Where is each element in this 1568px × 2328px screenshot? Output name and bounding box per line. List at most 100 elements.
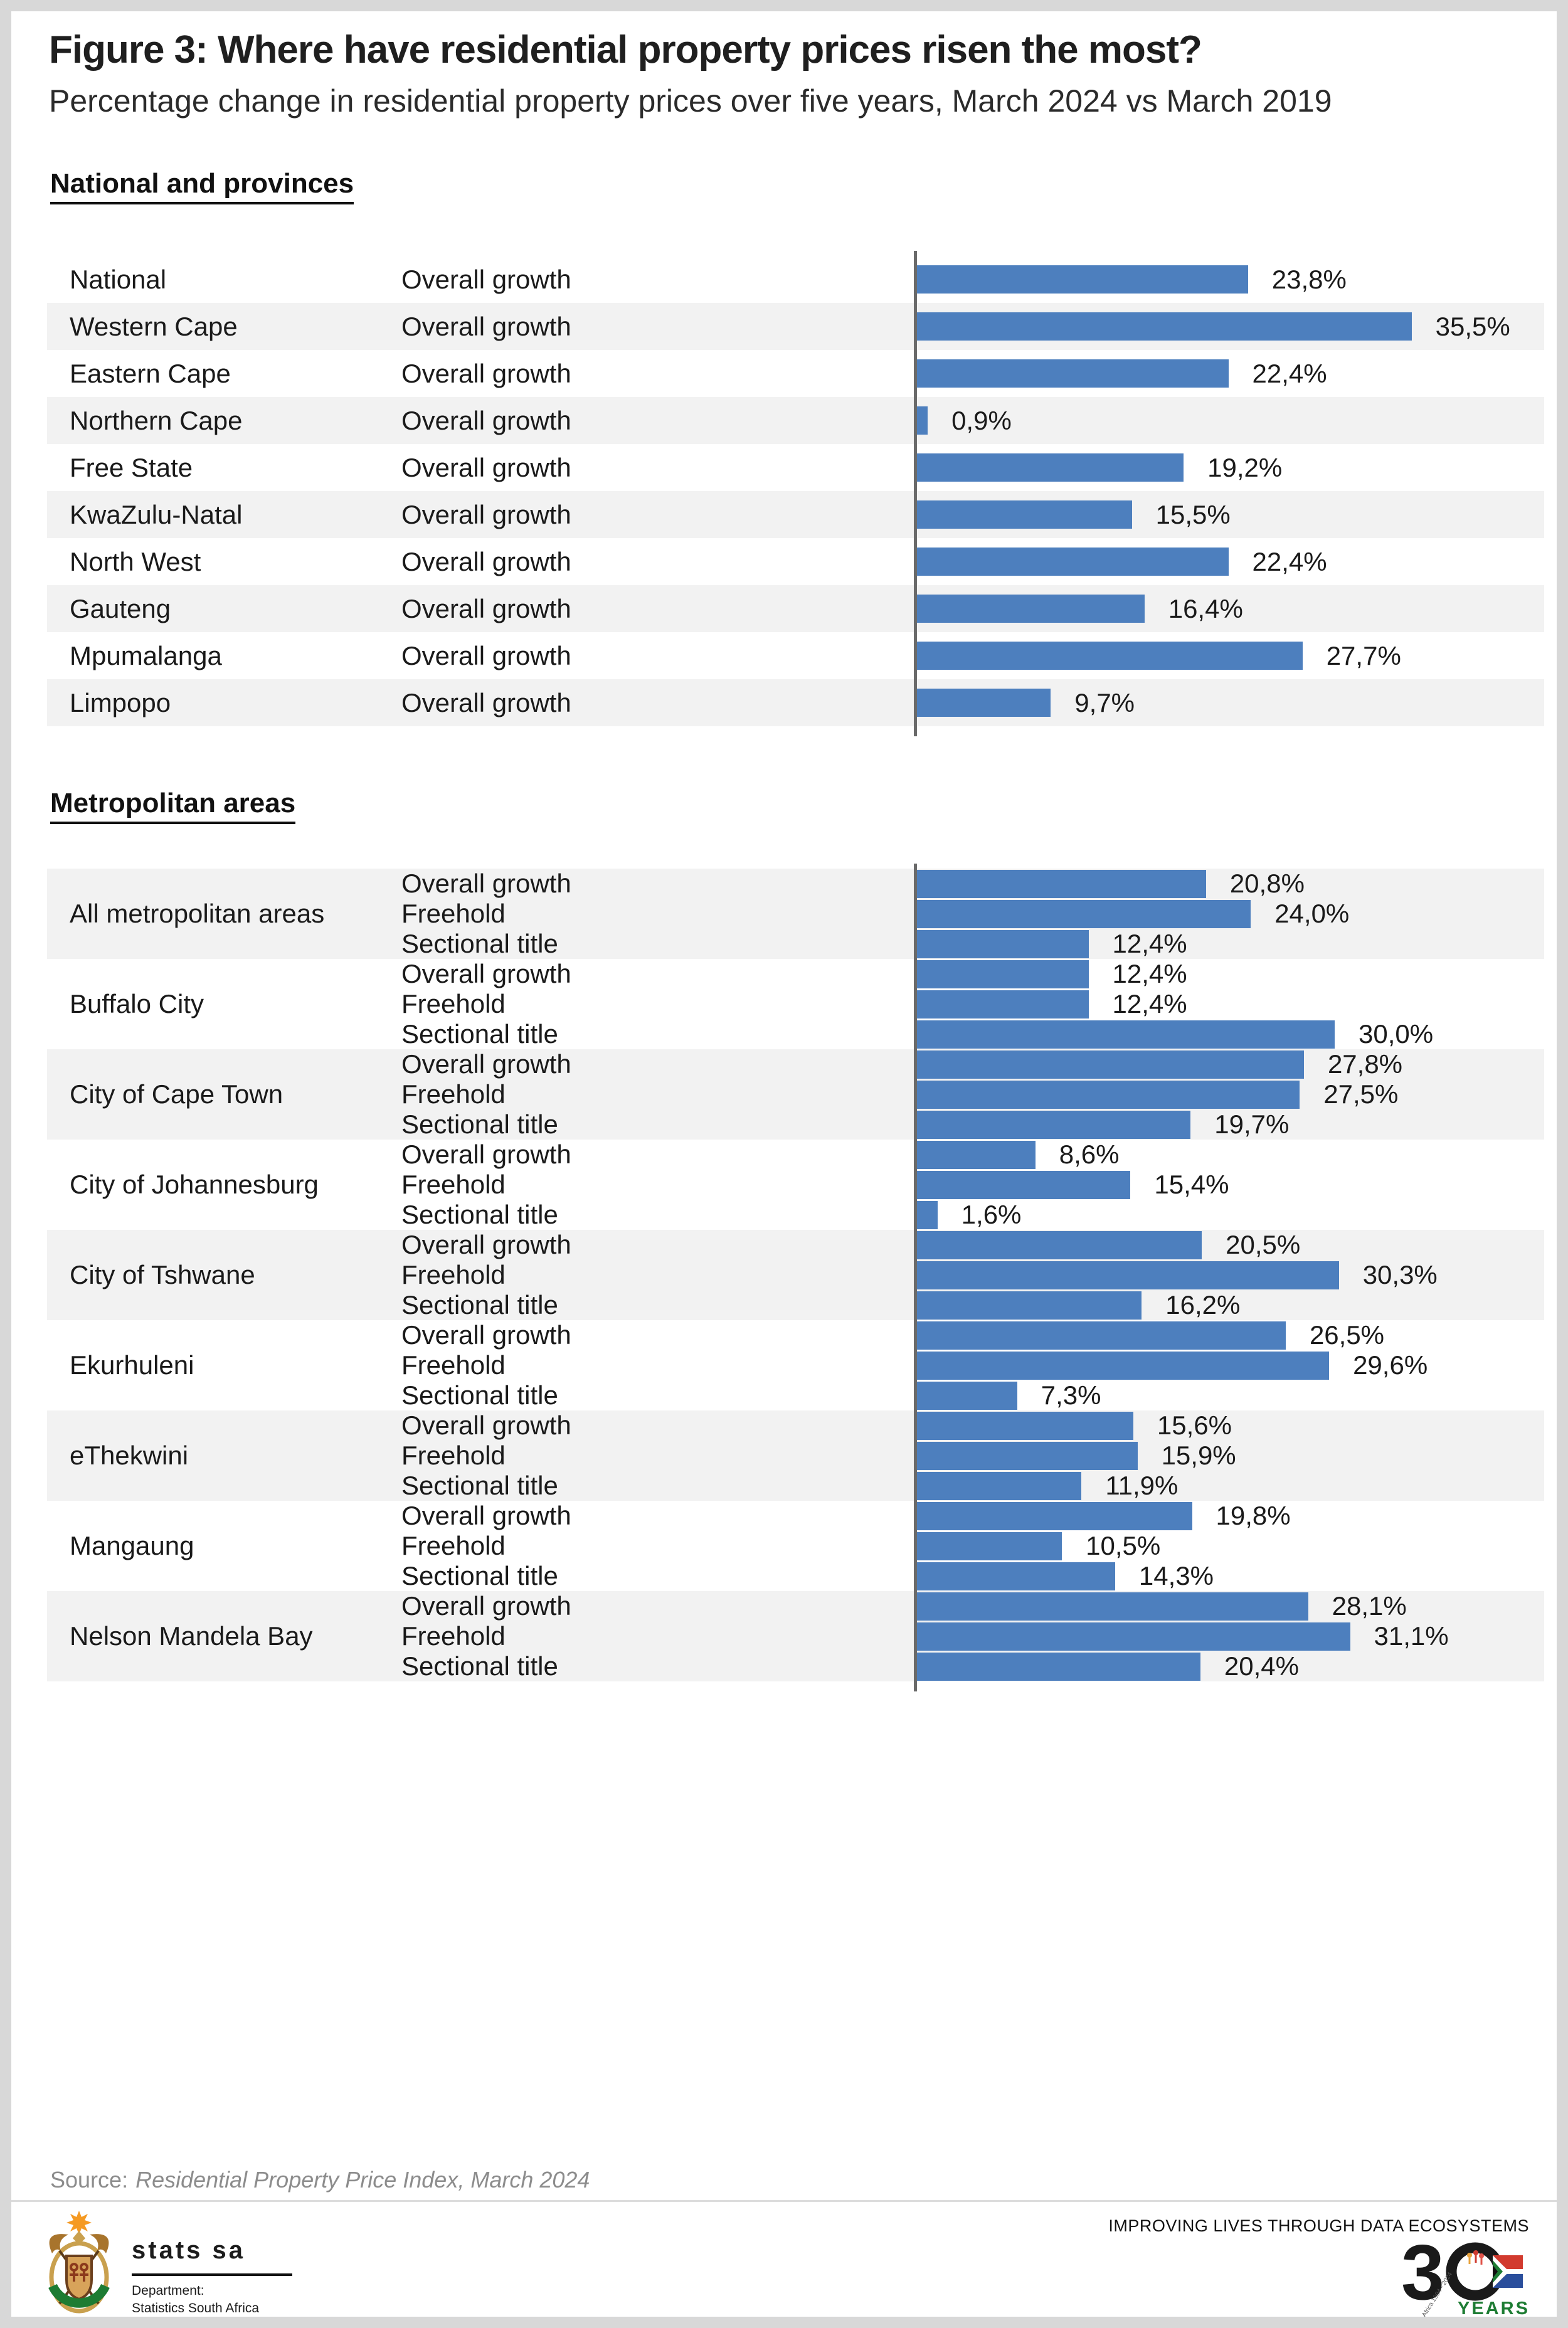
province-measure-label: Overall growth xyxy=(401,593,571,623)
province-chart-cell: 16,4% xyxy=(915,585,1544,632)
metros-axis-line xyxy=(914,864,917,1691)
metros-bar-chart: All metropolitan areas Overall growth 20,8… xyxy=(47,864,1544,1691)
province-name: North West xyxy=(70,546,201,576)
metro-measures: Overall growth 8,6% Freehold 15,4% Sectional… xyxy=(401,1140,1544,1230)
metro-measure-label: Freehold xyxy=(401,1170,506,1199)
metro-bar xyxy=(915,1562,1115,1590)
metro-measure-row: Sectional title 12,4% xyxy=(401,929,1544,959)
metro-measure-row: Overall growth 20,5% xyxy=(401,1230,1544,1260)
metro-value-label: 27,5% xyxy=(1323,1079,1399,1109)
coat-shield xyxy=(65,2255,93,2301)
metro-measure-label: Freehold xyxy=(401,1350,506,1380)
province-value-label: 15,5% xyxy=(1155,499,1231,529)
figure-canvas: Figure 3: Where have residential propert… xyxy=(11,11,1557,2317)
province-row: Free State Overall growth 19,2% xyxy=(47,444,1544,491)
metro-chart-cell: 20,4% xyxy=(915,1651,1544,1681)
province-bar xyxy=(915,642,1303,670)
metro-measures: Overall growth 20,5% Freehold 30,3% Sectiona… xyxy=(401,1230,1544,1320)
metro-chart-cell: 19,8% xyxy=(915,1501,1544,1531)
metro-value-label: 27,8% xyxy=(1327,1049,1403,1079)
provinces-bar-chart: National Overall growth 23,8% Western Cape O… xyxy=(47,251,1544,736)
province-row: Limpopo Overall growth 9,7% xyxy=(47,679,1544,726)
province-chart-cell: 9,7% xyxy=(915,679,1544,726)
metro-chart-cell: 30,0% xyxy=(915,1019,1544,1049)
metro-value-label: 30,0% xyxy=(1359,1019,1434,1049)
metro-measure-label: Sectional title xyxy=(401,1290,558,1320)
metro-measure-label: Overall growth xyxy=(401,1320,571,1350)
metro-measure-label: Overall growth xyxy=(401,1230,571,1259)
province-name: Free State xyxy=(70,452,193,482)
province-value-label: 35,5% xyxy=(1435,311,1510,341)
province-measure-label: Overall growth xyxy=(401,264,571,294)
province-name: Gauteng xyxy=(70,593,171,623)
metro-measure-label: Overall growth xyxy=(401,869,571,898)
metro-bar xyxy=(915,1110,1191,1139)
province-value-label: 9,7% xyxy=(1074,687,1135,717)
metro-name: City of Johannesburg xyxy=(70,1170,319,1199)
metro-bar xyxy=(915,1321,1286,1350)
metro-group: City of Cape Town Overall growth 27,8% Free… xyxy=(47,1049,1544,1140)
metro-measure-row: Overall growth 28,1% xyxy=(401,1591,1544,1621)
metro-bar xyxy=(915,1200,938,1229)
province-bar xyxy=(915,548,1229,576)
metro-measures: Overall growth 26,5% Freehold 29,6% Sectiona… xyxy=(401,1320,1544,1410)
source-citation: Residential Property Price Index, March … xyxy=(135,2167,590,2193)
province-value-label: 16,4% xyxy=(1168,593,1243,623)
metro-chart-cell: 19,7% xyxy=(915,1109,1544,1140)
metro-measure-row: Freehold 29,6% xyxy=(401,1350,1544,1380)
metro-measure-label: Sectional title xyxy=(401,1471,558,1500)
province-measure-row: Overall growth 19,2% xyxy=(401,444,1544,491)
metro-measure-label: Freehold xyxy=(401,1441,506,1470)
coat-wing-left xyxy=(49,2234,68,2253)
metro-measure-row: Freehold 12,4% xyxy=(401,989,1544,1019)
metro-measure-row: Freehold 30,3% xyxy=(401,1260,1544,1290)
province-row: North West Overall growth 22,4% xyxy=(47,538,1544,585)
metro-measures: Overall growth 12,4% Freehold 12,4% Sectiona… xyxy=(401,959,1544,1049)
source-note: Source: Residential Property Price Index,… xyxy=(50,2167,590,2193)
metro-chart-cell: 7,3% xyxy=(915,1380,1544,1410)
province-value-label: 0,9% xyxy=(951,405,1012,435)
metro-chart-cell: 24,0% xyxy=(915,899,1544,929)
province-value-label: 23,8% xyxy=(1271,264,1347,294)
metro-bar xyxy=(915,1622,1350,1651)
metro-measure-row: Freehold 31,1% xyxy=(401,1621,1544,1651)
metro-bar xyxy=(915,1261,1339,1289)
metro-chart-cell: 27,5% xyxy=(915,1079,1544,1109)
metro-value-label: 31,1% xyxy=(1374,1621,1449,1651)
province-bar xyxy=(915,265,1248,294)
metro-group: City of Tshwane Overall growth 20,5% Freeho… xyxy=(47,1230,1544,1320)
province-measure-row: Overall growth 0,9% xyxy=(401,397,1544,444)
province-bar xyxy=(915,359,1229,388)
metro-bar xyxy=(915,1381,1017,1410)
metro-bar xyxy=(915,1170,1131,1199)
footer-divider xyxy=(11,2200,1557,2202)
metro-measure-row: Sectional title 14,3% xyxy=(401,1561,1544,1591)
metro-value-label: 29,6% xyxy=(1353,1350,1428,1380)
province-name: Eastern Cape xyxy=(70,358,231,388)
section-heading-provinces: National and provinces xyxy=(50,168,354,204)
metro-value-label: 10,5% xyxy=(1086,1531,1161,1560)
metro-bar xyxy=(915,1351,1330,1380)
province-measure-label: Overall growth xyxy=(401,640,571,670)
metro-chart-cell: 12,4% xyxy=(915,929,1544,959)
metro-measures: Overall growth 27,8% Freehold 27,5% Sectiona… xyxy=(401,1049,1544,1140)
coat-sun xyxy=(66,2211,92,2235)
province-bar xyxy=(915,406,928,435)
metro-measure-row: Sectional title 11,9% xyxy=(401,1471,1544,1501)
section-heading-metros: Metropolitan areas xyxy=(50,788,296,824)
metro-name: All metropolitan areas xyxy=(70,899,325,928)
province-measure-label: Overall growth xyxy=(401,358,571,388)
metro-group: Mangaung Overall growth 19,8% Freehold 10,5%… xyxy=(47,1501,1544,1591)
metro-value-label: 16,2% xyxy=(1165,1290,1241,1320)
metro-measure-label: Sectional title xyxy=(401,1561,558,1590)
metro-value-label: 24,0% xyxy=(1274,899,1350,928)
province-measure-row: Overall growth 27,7% xyxy=(401,632,1544,679)
metro-group: Buffalo City Overall growth 12,4% Freehold 1… xyxy=(47,959,1544,1049)
province-chart-cell: 35,5% xyxy=(915,303,1544,350)
figure-title: Figure 3: Where have residential propert… xyxy=(49,28,1202,71)
metro-measure-row: Freehold 24,0% xyxy=(401,899,1544,929)
province-row: Mpumalanga Overall growth 27,7% xyxy=(47,632,1544,679)
stats-sa-dept-line1: Department: xyxy=(132,2283,204,2298)
metro-value-label: 12,4% xyxy=(1112,959,1187,988)
coat-figures xyxy=(70,2263,88,2282)
